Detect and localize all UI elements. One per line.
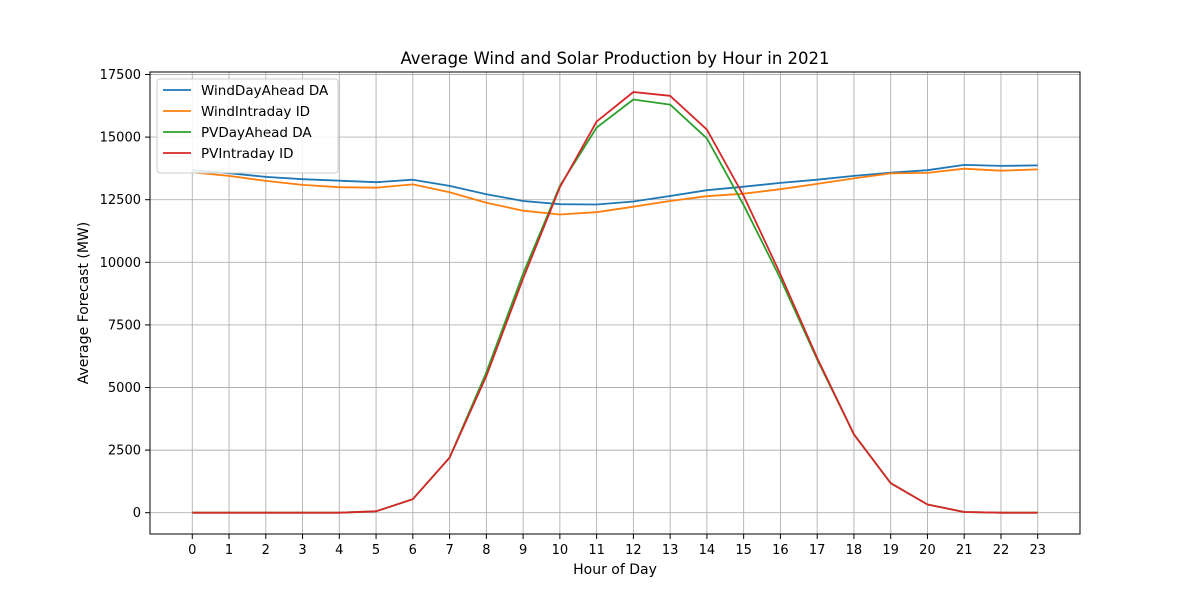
series-line xyxy=(192,163,1038,206)
x-axis-label: Hour of Day xyxy=(573,562,657,578)
series-lines xyxy=(192,91,1038,514)
legend: WindDayAhead DA WindIntraday ID PVDayAhead… xyxy=(156,78,339,174)
series-line xyxy=(192,167,1038,216)
y-tick-label: 5000 xyxy=(108,381,141,396)
x-tick-label: 8 xyxy=(482,543,490,558)
x-tick-label: 1 xyxy=(225,543,233,558)
y-tick-label: 17500 xyxy=(100,68,141,83)
grid xyxy=(150,72,1080,534)
x-tick-label: 15 xyxy=(735,543,752,558)
x-tick-label: 10 xyxy=(552,543,569,558)
legend-entry-label: WindDayAhead DA xyxy=(201,83,329,99)
x-tick-label: 21 xyxy=(956,543,973,558)
legend-box xyxy=(156,78,339,174)
y-tick-label: 0 xyxy=(133,506,141,521)
x-axis-ticks: 0 1 2 3 4 5 6 7 8 9 10 11 12 13 14 15 16 17 18 19 20 21 22 23 xyxy=(188,534,1046,558)
x-tick-label: 9 xyxy=(519,543,527,558)
x-tick-label: 3 xyxy=(298,543,306,558)
x-tick-label: 18 xyxy=(846,543,863,558)
y-tick-label: 10000 xyxy=(100,256,141,271)
legend-entry-label: PVIntraday ID xyxy=(201,146,294,162)
x-tick-label: 16 xyxy=(772,543,789,558)
y-tick-label: 7500 xyxy=(108,318,141,333)
x-tick-label: 2 xyxy=(262,543,270,558)
y-axis-label: Average Forecast (MW) xyxy=(76,222,92,384)
x-tick-label: 12 xyxy=(625,543,642,558)
x-tick-label: 4 xyxy=(335,543,343,558)
legend-entry-label: WindIntraday ID xyxy=(201,104,310,120)
x-tick-label: 23 xyxy=(1029,543,1046,558)
x-tick-label: 17 xyxy=(809,543,826,558)
x-tick-label: 7 xyxy=(445,543,453,558)
plot-area-frame xyxy=(149,71,1081,535)
x-tick-label: 6 xyxy=(409,543,417,558)
x-tick-label: 14 xyxy=(699,543,716,558)
chart-title: Average Wind and Solar Production by Hou… xyxy=(400,49,829,68)
y-axis-ticks: 0 2500 5000 7500 10000 12500 15000 17500 xyxy=(100,68,150,521)
series-line xyxy=(192,91,1038,514)
legend-entry-label: PVDayAhead DA xyxy=(201,125,312,141)
x-tick-label: 5 xyxy=(372,543,380,558)
x-tick-label: 20 xyxy=(919,543,936,558)
y-tick-label: 15000 xyxy=(100,131,141,146)
y-tick-label: 12500 xyxy=(100,193,141,208)
y-tick-label: 2500 xyxy=(108,444,141,459)
x-tick-label: 22 xyxy=(993,543,1010,558)
x-tick-label: 0 xyxy=(188,543,196,558)
x-tick-label: 19 xyxy=(882,543,899,558)
x-tick-label: 11 xyxy=(588,543,605,558)
x-tick-label: 13 xyxy=(662,543,679,558)
